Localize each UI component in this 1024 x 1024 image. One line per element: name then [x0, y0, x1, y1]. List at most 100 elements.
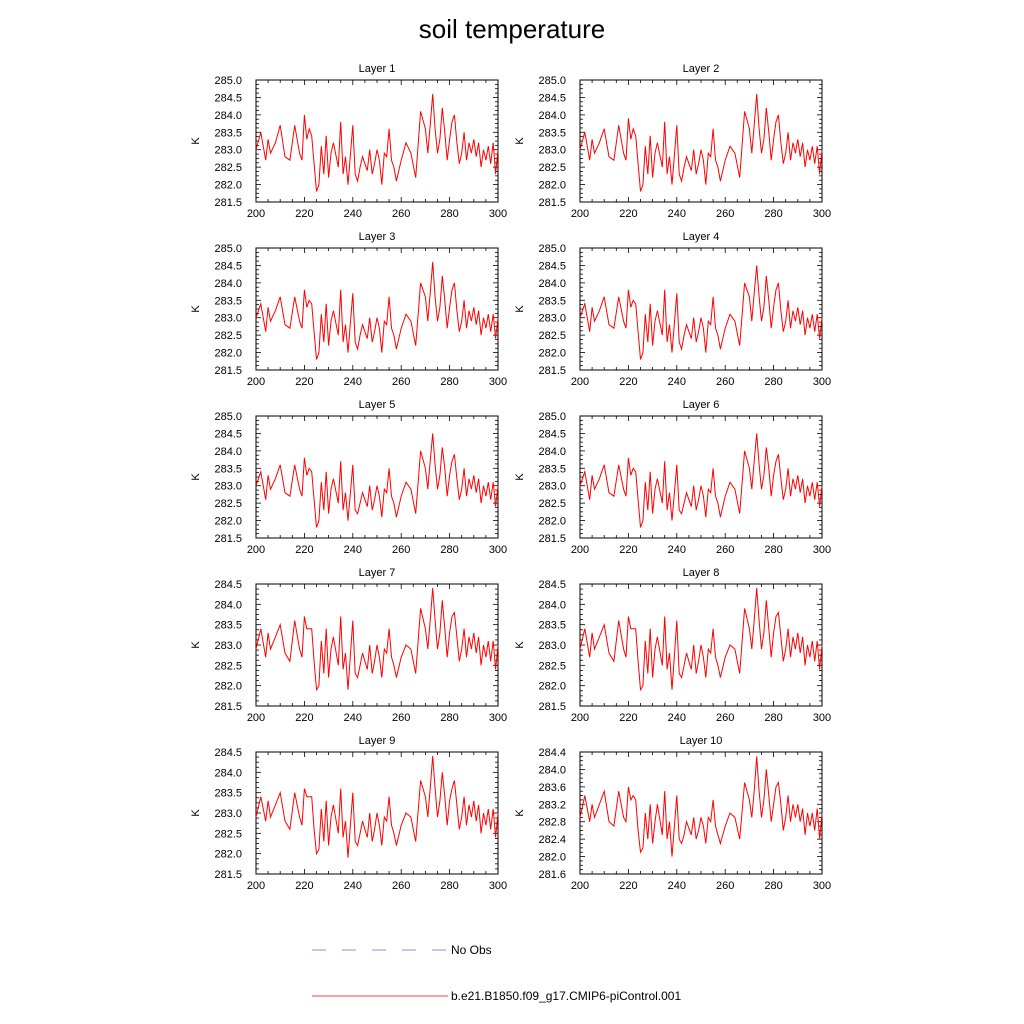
- figure-title: soil temperature: [418, 14, 606, 44]
- x-tick-label: 300: [813, 376, 831, 388]
- x-tick-label: 300: [489, 376, 507, 388]
- panel-title: Layer 10: [680, 735, 723, 747]
- y-tick-label: 281.5: [214, 197, 242, 209]
- chart-panel-4: Layer 4 K 200 220 240 260 280 300 281.5 282.0 282.…: [514, 231, 831, 388]
- y-tick-label: 283.5: [214, 295, 242, 307]
- y-tick-label: 284.5: [538, 92, 566, 104]
- chart-panel-2: Layer 2 K 200 220 240 260 280 300 281.5 282.0 282.…: [514, 63, 831, 220]
- y-tick-label: 283.2: [538, 799, 566, 811]
- x-tick-label: 300: [813, 544, 831, 556]
- panel-title: Layer 7: [359, 567, 396, 579]
- y-tick-label: 282.0: [538, 516, 566, 528]
- series-line: [579, 588, 823, 692]
- x-tick-label: 280: [440, 208, 458, 220]
- x-tick-label: 260: [392, 376, 410, 388]
- y-tick-label: 282.0: [214, 849, 242, 861]
- chart-panel-8: Layer 8 K 200 220 240 260 280 300 281.5 282.0 282.…: [514, 567, 831, 724]
- y-tick-label: 282.5: [214, 828, 242, 840]
- y-tick-label: 284.5: [214, 579, 242, 591]
- legend: No Obs b.e21.B1850.f09_g17.CMIP6-piContro…: [312, 943, 681, 1003]
- y-tick-label: 283.0: [214, 808, 242, 820]
- y-tick-label: 284.0: [214, 110, 242, 122]
- y-tick-label: 283.0: [214, 481, 242, 493]
- y-tick-label: 282.0: [214, 681, 242, 693]
- chart-panel-10: Layer 10 K 200 220 240 260 280 300 281.6 282.0 282…: [514, 735, 831, 892]
- y-tick-label: 281.5: [538, 701, 566, 713]
- plot-frame: [579, 247, 823, 371]
- y-tick-label: 282.0: [538, 852, 566, 864]
- x-tick-label: 260: [716, 208, 734, 220]
- y-axis-label: K: [190, 473, 202, 481]
- y-tick-label: 281.5: [214, 869, 242, 881]
- y-tick-label: 282.0: [538, 348, 566, 360]
- x-tick-label: 300: [489, 208, 507, 220]
- chart-panel-1: Layer 1 K 200 220 240 260 280 300 281.5 282.0 282.…: [190, 63, 507, 220]
- chart-panel-9: Layer 9 K 200 220 240 260 280 300 281.5 282.0 282.…: [190, 735, 507, 892]
- panel-title: Layer 2: [683, 63, 720, 75]
- series-line: [255, 433, 499, 528]
- y-tick-label: 283.5: [214, 463, 242, 475]
- x-tick-label: 200: [571, 712, 589, 724]
- y-tick-label: 283.5: [214, 127, 242, 139]
- y-tick-label: 282.5: [538, 498, 566, 510]
- y-tick-label: 282.5: [538, 330, 566, 342]
- y-tick-label: 282.5: [214, 660, 242, 672]
- y-tick-label: 283.0: [214, 640, 242, 652]
- x-tick-label: 220: [619, 544, 637, 556]
- x-tick-label: 280: [764, 208, 782, 220]
- x-tick-label: 280: [764, 544, 782, 556]
- x-tick-label: 260: [392, 880, 410, 892]
- y-tick-label: 281.5: [214, 701, 242, 713]
- y-tick-label: 285.0: [538, 243, 566, 255]
- x-tick-label: 220: [619, 712, 637, 724]
- y-axis-label: K: [514, 809, 526, 817]
- series-line: [579, 756, 823, 857]
- x-tick-label: 220: [295, 544, 313, 556]
- series-line: [255, 588, 499, 692]
- y-tick-label: 284.4: [538, 747, 566, 759]
- y-tick-label: 284.0: [214, 599, 242, 611]
- x-tick-label: 300: [813, 880, 831, 892]
- chart-panel-6: Layer 6 K 200 220 240 260 280 300 281.5 282.0 282.…: [514, 399, 831, 556]
- series-line: [255, 93, 499, 192]
- y-tick-label: 282.5: [214, 498, 242, 510]
- y-tick-label: 283.0: [214, 313, 242, 325]
- y-tick-label: 284.5: [214, 92, 242, 104]
- y-tick-label: 285.0: [538, 75, 566, 87]
- y-tick-label: 282.5: [214, 330, 242, 342]
- panel-title: Layer 3: [359, 231, 396, 243]
- x-tick-label: 300: [489, 880, 507, 892]
- x-tick-label: 260: [716, 880, 734, 892]
- y-tick-label: 285.0: [214, 243, 242, 255]
- x-tick-label: 280: [764, 376, 782, 388]
- x-tick-label: 200: [571, 880, 589, 892]
- chart-panel-5: Layer 5 K 200 220 240 260 280 300 281.5 282.0 282.…: [190, 399, 507, 556]
- x-tick-label: 220: [295, 208, 313, 220]
- x-tick-label: 300: [813, 712, 831, 724]
- x-tick-label: 260: [392, 544, 410, 556]
- x-tick-label: 260: [716, 376, 734, 388]
- y-tick-label: 284.0: [214, 278, 242, 290]
- x-tick-label: 200: [571, 544, 589, 556]
- y-tick-label: 284.0: [214, 767, 242, 779]
- y-axis-label: K: [514, 305, 526, 313]
- panel-title: Layer 6: [683, 399, 720, 411]
- x-tick-label: 220: [619, 880, 637, 892]
- y-tick-label: 284.0: [214, 446, 242, 458]
- y-tick-label: 283.0: [538, 313, 566, 325]
- y-tick-label: 284.0: [538, 278, 566, 290]
- chart-panel-7: Layer 7 K 200 220 240 260 280 300 281.5 282.0 282.…: [190, 567, 507, 724]
- x-tick-label: 300: [813, 208, 831, 220]
- x-tick-label: 200: [247, 376, 265, 388]
- x-tick-label: 220: [295, 712, 313, 724]
- y-tick-label: 282.5: [538, 660, 566, 672]
- y-tick-label: 283.5: [538, 463, 566, 475]
- panel-title: Layer 4: [683, 231, 720, 243]
- y-axis-label: K: [190, 305, 202, 313]
- x-tick-label: 280: [440, 376, 458, 388]
- y-tick-label: 284.0: [538, 446, 566, 458]
- y-tick-label: 282.0: [214, 516, 242, 528]
- y-tick-label: 281.5: [538, 533, 566, 545]
- y-tick-label: 283.6: [538, 782, 566, 794]
